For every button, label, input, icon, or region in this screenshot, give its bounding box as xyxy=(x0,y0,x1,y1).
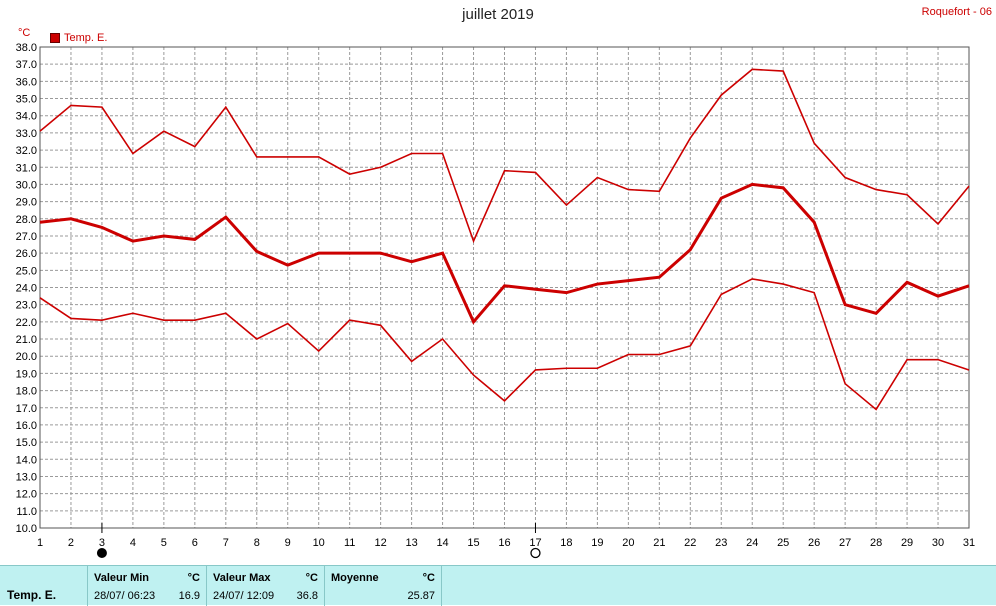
stats-min-label: Valeur Min xyxy=(94,572,150,584)
x-tick-label: 23 xyxy=(715,537,727,549)
stats-min-unit: °C xyxy=(187,572,200,584)
stats-mean-value: 25.87 xyxy=(407,590,435,602)
y-tick-label: 30.0 xyxy=(16,179,37,191)
y-tick-label: 18.0 xyxy=(16,386,37,398)
stats-bar: Temp. E. Valeur Min °C 28/07/ 06:23 16.9… xyxy=(0,565,996,606)
y-tick-label: 29.0 xyxy=(16,197,37,209)
y-tick-label: 28.0 xyxy=(16,214,37,226)
stats-max-box: Valeur Max °C 24/07/ 12:09 36.8 xyxy=(206,566,324,606)
stats-min-box: Valeur Min °C 28/07/ 06:23 16.9 xyxy=(87,566,206,606)
x-tick-label: 17 xyxy=(529,537,541,549)
y-tick-label: 35.0 xyxy=(16,94,37,106)
stats-max-unit: °C xyxy=(305,572,318,584)
stats-max-label: Valeur Max xyxy=(213,572,271,584)
y-tick-label: 37.0 xyxy=(16,59,37,71)
y-tick-label: 36.0 xyxy=(16,76,37,88)
y-tick-label: 13.0 xyxy=(16,471,37,483)
stats-max-datetime: 24/07/ 12:09 xyxy=(213,590,275,602)
y-tick-label: 27.0 xyxy=(16,231,37,243)
x-tick-label: 10 xyxy=(313,537,325,549)
x-tick-label: 9 xyxy=(285,537,291,549)
plot-frame xyxy=(39,46,970,529)
x-tick-label: 20 xyxy=(622,537,634,549)
x-tick-label: 30 xyxy=(932,537,944,549)
x-tick-label: 14 xyxy=(436,537,448,549)
x-tick-label: 28 xyxy=(870,537,882,549)
y-tick-label: 31.0 xyxy=(16,162,37,174)
x-tick-label: 22 xyxy=(684,537,696,549)
x-tick-label: 5 xyxy=(161,537,167,549)
stats-mean-box: Moyenne °C 25.87 xyxy=(324,566,442,606)
x-tick-label: 4 xyxy=(130,537,136,549)
y-axis-unit: °C xyxy=(18,27,31,39)
legend-label: Temp. E. xyxy=(64,32,108,44)
x-tick-label: 26 xyxy=(808,537,820,549)
stats-mean-label: Moyenne xyxy=(331,572,379,584)
y-tick-label: 12.0 xyxy=(16,489,37,501)
y-tick-label: 26.0 xyxy=(16,248,37,260)
x-tick-label: 7 xyxy=(223,537,229,549)
legend-swatch xyxy=(50,33,60,43)
y-tick-label: 21.0 xyxy=(16,334,37,346)
y-tick-label: 20.0 xyxy=(16,351,37,363)
y-tick-label: 17.0 xyxy=(16,403,37,415)
x-tick-label: 6 xyxy=(192,537,198,549)
y-tick-label: 10.0 xyxy=(16,523,37,535)
x-tick-label: 1 xyxy=(37,537,43,549)
stats-max-value: 36.8 xyxy=(296,590,318,602)
y-tick-label: 38.0 xyxy=(16,42,37,54)
x-tick-label: 18 xyxy=(560,537,572,549)
x-tick-label: 3 xyxy=(99,537,105,549)
chart-title: juillet 2019 xyxy=(462,6,534,23)
y-tick-label: 32.0 xyxy=(16,145,37,157)
y-tick-label: 16.0 xyxy=(16,420,37,432)
temperature-chart: 10.0 11.0 12.0 13.0 14.0 15.0 16.0 17.0 18.0 19.0… xyxy=(16,42,975,559)
y-tick-label: 22.0 xyxy=(16,317,37,329)
y-tick-label: 11.0 xyxy=(16,506,37,518)
y-tick-label: 14.0 xyxy=(16,454,37,466)
legend: Temp. E. xyxy=(50,32,107,44)
y-tick-label: 24.0 xyxy=(16,283,37,295)
x-tick-label: 11 xyxy=(344,537,355,549)
x-tick-label: 16 xyxy=(498,537,510,549)
station-name: Roquefort - 06 xyxy=(921,6,992,18)
x-tick-label: 8 xyxy=(254,537,260,549)
x-tick-label: 27 xyxy=(839,537,851,549)
stats-mean-unit: °C xyxy=(422,572,435,584)
x-tick-label: 2 xyxy=(68,537,74,549)
x-tick-label: 13 xyxy=(405,537,417,549)
stats-sensor-label: Temp. E. xyxy=(7,588,57,602)
y-tick-label: 34.0 xyxy=(16,111,37,123)
stats-min-datetime: 28/07/ 06:23 xyxy=(94,590,156,602)
x-tick-label: 25 xyxy=(777,537,789,549)
x-tick-label: 24 xyxy=(746,537,758,549)
new-moon-icon xyxy=(96,548,107,558)
y-tick-label: 25.0 xyxy=(16,265,37,277)
series-line-mean xyxy=(39,182,970,325)
full-moon-icon xyxy=(530,547,541,559)
x-tick-label: 21 xyxy=(653,537,665,549)
y-tick-label: 33.0 xyxy=(16,128,37,140)
y-tick-label: 15.0 xyxy=(16,437,37,449)
y-tick-label: 23.0 xyxy=(16,300,37,312)
series-line-max xyxy=(39,68,970,244)
x-tick-label: 31 xyxy=(963,537,975,549)
y-tick-label: 19.0 xyxy=(16,368,37,380)
x-tick-label: 12 xyxy=(375,537,387,549)
x-tick-label: 15 xyxy=(467,537,479,549)
x-tick-label: 19 xyxy=(591,537,603,549)
series-line-min xyxy=(39,278,970,411)
x-tick-label: 29 xyxy=(901,537,913,549)
stats-min-value: 16.9 xyxy=(178,590,200,602)
